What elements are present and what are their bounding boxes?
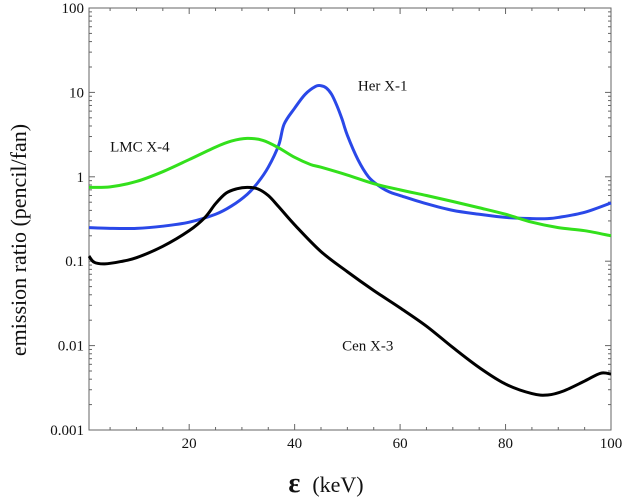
series-lines <box>87 83 612 397</box>
x-tick-label: 100 <box>600 436 623 452</box>
x-axis-unit: (keV) <box>312 472 363 497</box>
tick-marks <box>89 7 612 431</box>
x-tick-label: 40 <box>287 436 302 452</box>
series-label-cen-x-3: Cen X-3 <box>342 338 393 354</box>
x-tick-label: 80 <box>498 436 513 452</box>
series-labels: Her X-1 LMC X-4 Cen X-3 <box>110 79 407 355</box>
x-tick-label: 60 <box>393 436 408 452</box>
x-axis-title: ε (keV) <box>288 468 363 499</box>
plot-frame <box>88 7 612 431</box>
y-tick-label: 10 <box>69 85 84 101</box>
tick-labels: 20 40 60 80 100 0.001 0.01 0.1 1 10 100 <box>50 1 622 452</box>
series-label-her-x-1: Her X-1 <box>358 79 408 95</box>
series-label-lmc-x-4: LMC X-4 <box>110 139 170 155</box>
x-axis-symbol: ε <box>288 468 300 499</box>
y-axis-title: emission ratio (pencil/fan) <box>6 124 31 356</box>
y-tick-label: 1 <box>77 170 85 186</box>
series-line-her-x-1 <box>88 83 612 231</box>
series-line-cen-x-3 <box>87 185 612 397</box>
series-line-lmc-x-4 <box>88 136 612 238</box>
y-tick-label: 0.01 <box>58 339 84 355</box>
y-tick-label: 100 <box>62 1 85 17</box>
y-tick-label: 0.001 <box>50 423 84 439</box>
x-tick-label: 20 <box>182 436 197 452</box>
y-tick-label: 0.1 <box>65 254 84 270</box>
